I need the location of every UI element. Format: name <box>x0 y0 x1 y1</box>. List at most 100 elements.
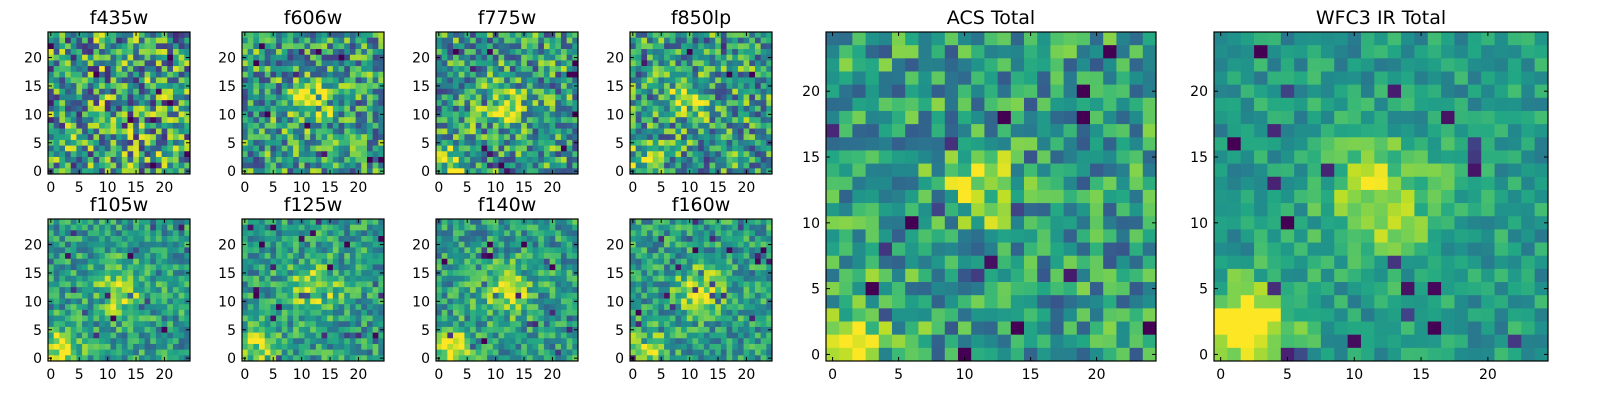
heatmap-cell <box>464 241 471 248</box>
heatmap-cell <box>298 88 305 95</box>
heatmap-cell <box>509 151 516 158</box>
heatmap-cell <box>675 111 682 118</box>
heatmap-cell <box>99 168 106 175</box>
heatmap-cell <box>270 162 277 169</box>
heatmap-cell <box>378 100 385 107</box>
heatmap-cell <box>264 32 271 39</box>
heatmap-cell <box>116 117 123 124</box>
heatmap-cell <box>310 43 317 50</box>
heatmap-cell <box>276 219 283 226</box>
heatmap-cell <box>133 298 140 305</box>
heatmap-cell <box>504 139 511 146</box>
heatmap-cell <box>361 100 368 107</box>
heatmap-cell <box>344 111 351 118</box>
heatmap-cell <box>259 258 266 265</box>
heatmap-cell <box>703 122 710 129</box>
heatmap-cell <box>172 128 179 135</box>
heatmap-cell <box>703 60 710 67</box>
heatmap-cell <box>247 332 254 339</box>
heatmap-cell <box>355 224 362 231</box>
heatmap-cell <box>372 355 379 362</box>
heatmap-cell <box>458 134 465 141</box>
heatmap-cell <box>270 122 277 129</box>
heatmap-cell <box>743 134 750 141</box>
heatmap-cell <box>70 315 77 322</box>
heatmap-cell <box>754 151 761 158</box>
heatmap-cell <box>538 117 545 124</box>
heatmap-cell <box>178 326 185 333</box>
heatmap-cell <box>276 100 283 107</box>
heatmap-cell <box>754 275 761 282</box>
heatmap-cell <box>70 264 77 271</box>
heatmap-cell <box>344 117 351 124</box>
heatmap-cell <box>720 94 727 101</box>
heatmap-cell <box>82 94 89 101</box>
heatmap-cell <box>259 298 266 305</box>
heatmap-cell <box>549 309 556 316</box>
heatmap-cell <box>287 315 294 322</box>
heatmap-cell <box>287 343 294 350</box>
heatmap-cell <box>172 88 179 95</box>
heatmap-cell <box>754 145 761 152</box>
heatmap-cell <box>70 100 77 107</box>
heatmap-cell <box>298 139 305 146</box>
heatmap-cell <box>110 71 117 78</box>
heatmap-cell <box>184 156 191 163</box>
heatmap-cell <box>526 355 533 362</box>
heatmap-cell <box>338 230 345 237</box>
heatmap-cell <box>121 128 128 135</box>
heatmap-cell <box>138 338 145 345</box>
heatmap-cell <box>116 219 123 226</box>
heatmap-cell <box>338 321 345 328</box>
heatmap-cell <box>355 258 362 265</box>
heatmap-cell <box>749 117 756 124</box>
heatmap-cell <box>93 100 100 107</box>
heatmap-cell <box>532 264 539 271</box>
heatmap-cell <box>99 117 106 124</box>
heatmap-cell <box>332 287 339 294</box>
heatmap-cell <box>116 253 123 260</box>
heatmap-cell <box>327 309 334 316</box>
heatmap-cell <box>315 94 322 101</box>
heatmap-cell <box>110 88 117 95</box>
heatmap-cell <box>470 315 477 322</box>
heatmap-cell <box>110 298 117 305</box>
heatmap-cell <box>242 145 249 152</box>
heatmap-cell <box>532 77 539 84</box>
heatmap-cell <box>349 77 356 84</box>
heatmap-cell <box>543 128 550 135</box>
heatmap-cell <box>253 111 260 118</box>
heatmap-cell <box>743 94 750 101</box>
heatmap-cell <box>167 275 174 282</box>
heatmap-cell <box>287 83 294 90</box>
heatmap-cell <box>161 37 168 44</box>
heatmap-cell <box>315 128 322 135</box>
heatmap-cell <box>635 54 642 61</box>
heatmap-cell <box>144 332 151 339</box>
heatmap-cell <box>293 247 300 254</box>
heatmap-cell <box>253 309 260 316</box>
heatmap-cell <box>470 66 477 73</box>
heatmap-cell <box>566 332 573 339</box>
heatmap-cell <box>515 321 522 328</box>
heatmap-cell <box>242 151 249 158</box>
heatmap-cell <box>87 54 94 61</box>
heatmap-cell <box>566 338 573 345</box>
heatmap-cell <box>441 134 448 141</box>
y-tick-label: 5 <box>227 323 236 339</box>
heatmap-cell <box>754 66 761 73</box>
heatmap-cell <box>276 247 283 254</box>
heatmap-cell <box>538 66 545 73</box>
heatmap-cell <box>338 298 345 305</box>
heatmap-cell <box>732 281 739 288</box>
heatmap-cell <box>504 49 511 56</box>
heatmap-cell <box>178 117 185 124</box>
heatmap-cell <box>298 270 305 277</box>
heatmap-cell <box>749 139 756 146</box>
heatmap-cell <box>155 241 162 248</box>
heatmap-cell <box>59 122 66 129</box>
heatmap-cell <box>647 270 654 277</box>
heatmap-cell <box>715 37 722 44</box>
heatmap-cell <box>458 292 465 299</box>
heatmap-cell <box>281 151 288 158</box>
